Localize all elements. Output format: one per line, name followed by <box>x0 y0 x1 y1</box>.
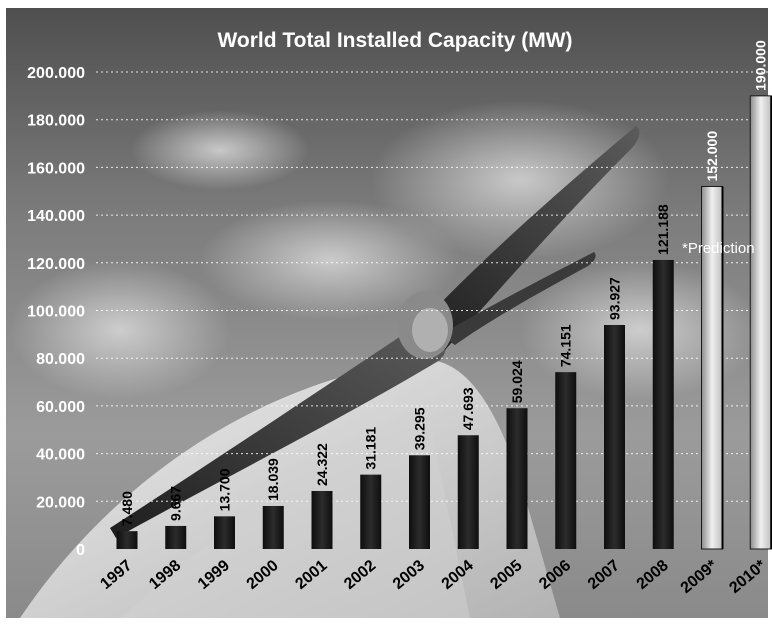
bar-2004 <box>457 435 479 549</box>
bars <box>116 95 772 550</box>
y-tick-label: 200.000 <box>27 65 85 82</box>
value-label: 39.295 <box>412 407 428 450</box>
bar-2007 <box>604 324 625 549</box>
value-label: 190.000 <box>753 40 769 91</box>
bar-1998 <box>165 525 187 549</box>
value-label: 24.322 <box>314 443 330 486</box>
y-tick-label: 140.000 <box>27 208 85 225</box>
value-label: 152.000 <box>704 131 720 182</box>
value-label: 93.927 <box>607 277 623 320</box>
y-tick-label: 160.000 <box>27 160 85 177</box>
bar-2000 <box>262 505 284 549</box>
value-labels: 7.480 9.667 13.700 18.039 24.322 31.181 39.295… <box>119 40 769 526</box>
y-tick-label: 40.000 <box>36 447 85 464</box>
y-tick-label: 180.000 <box>27 113 85 130</box>
value-label: 13.700 <box>217 468 233 511</box>
y-tick-label: 20.000 <box>36 494 85 511</box>
bar-2005 <box>506 408 528 549</box>
value-label: 59.024 <box>509 360 525 403</box>
bar-2010-prediction <box>749 95 772 550</box>
y-tick-label: 80.000 <box>36 351 85 368</box>
y-tick-label: 0 <box>76 542 85 559</box>
y-axis-tick-labels: 0 20.000 40.000 60.000 80.000 100.000 120.000 1… <box>27 65 85 559</box>
bar-2001 <box>311 490 333 549</box>
value-label: 9.667 <box>168 486 184 521</box>
value-label: 121.188 <box>655 204 671 255</box>
bar-2008 <box>652 259 674 549</box>
value-label: 18.039 <box>265 458 281 501</box>
prediction-annotation: *Prediction <box>682 240 755 257</box>
y-tick-label: 100.000 <box>27 304 85 321</box>
y-tick-label: 120.000 <box>27 256 85 273</box>
value-label: 47.693 <box>460 387 476 430</box>
value-label: 74.151 <box>558 324 574 367</box>
bar-1997 <box>116 531 138 549</box>
bar-2002 <box>360 474 382 549</box>
bar-2003 <box>409 455 430 549</box>
bar-2006 <box>555 372 577 549</box>
bar-1999 <box>214 516 235 549</box>
value-label: 31.181 <box>363 427 379 470</box>
y-tick-label: 60.000 <box>36 399 85 416</box>
value-label: 7.480 <box>119 491 135 526</box>
chart-title: World Total Installed Capacity (MW) <box>217 29 572 52</box>
